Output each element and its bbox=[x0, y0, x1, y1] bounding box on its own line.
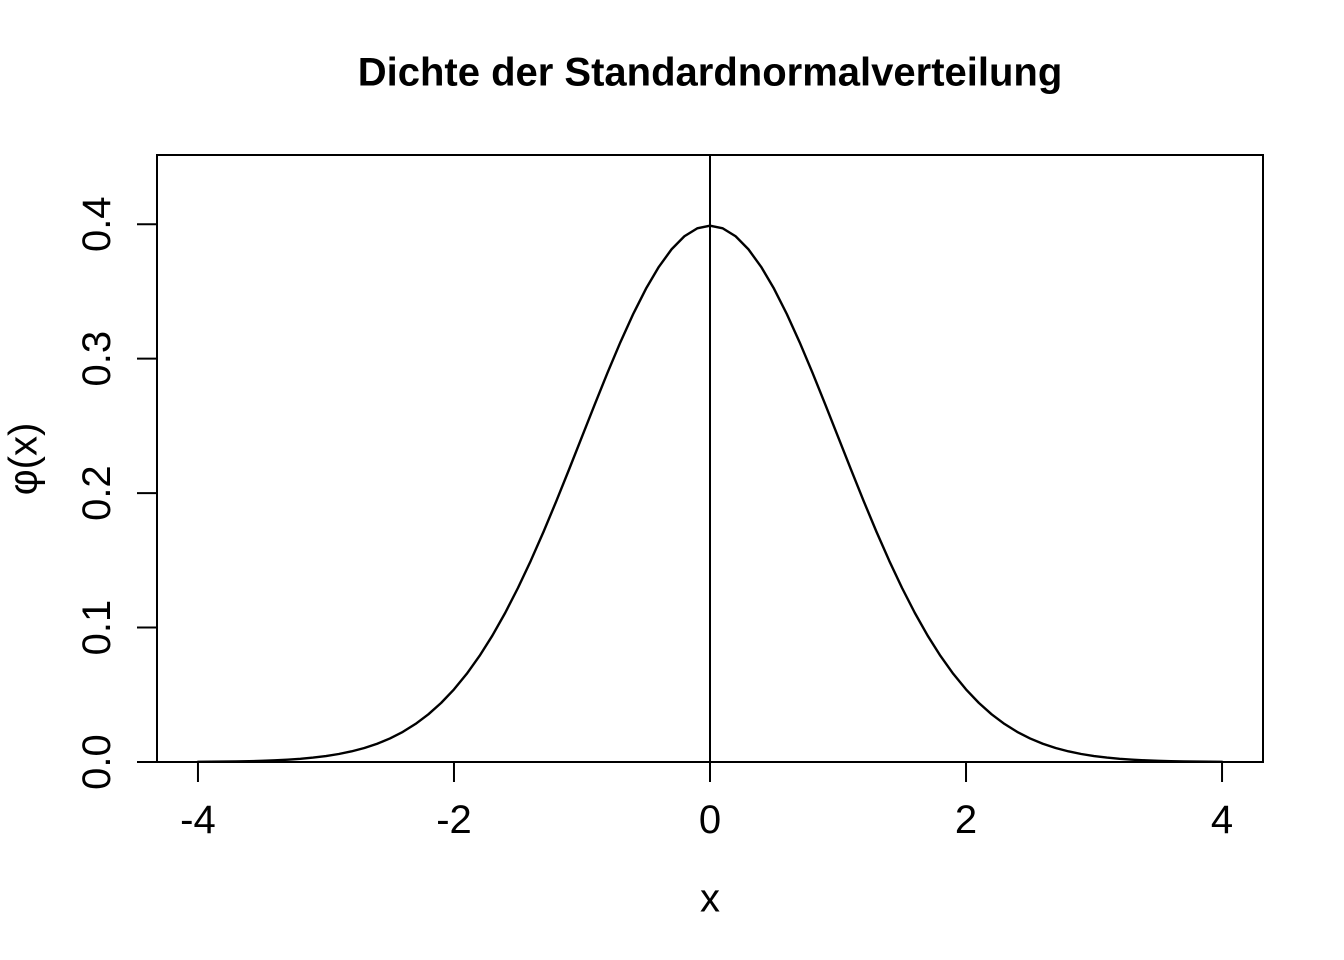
x-axis-tick-label: -4 bbox=[180, 798, 216, 842]
y-axis-tick-label: 0.3 bbox=[75, 331, 119, 387]
density-curve bbox=[196, 224, 1224, 764]
x-axis-tick-label: 2 bbox=[955, 798, 977, 842]
y-axis-tick-label: 0.1 bbox=[75, 600, 119, 656]
x-axis-tick-label: 0 bbox=[699, 798, 721, 842]
y-axis-label: φ(x) bbox=[1, 422, 46, 496]
y-axis-tick-label: 0.2 bbox=[75, 465, 119, 521]
x-axis-label: x bbox=[700, 876, 720, 921]
x-axis-tick-label: -2 bbox=[436, 798, 472, 842]
chart-title: Dichte der Standardnormalverteilung bbox=[357, 50, 1063, 95]
y-axis-tick-label: 0.4 bbox=[75, 196, 119, 252]
y-axis-tick-label: 0.0 bbox=[75, 734, 119, 790]
x-axis-tick-label: 4 bbox=[1211, 798, 1233, 842]
